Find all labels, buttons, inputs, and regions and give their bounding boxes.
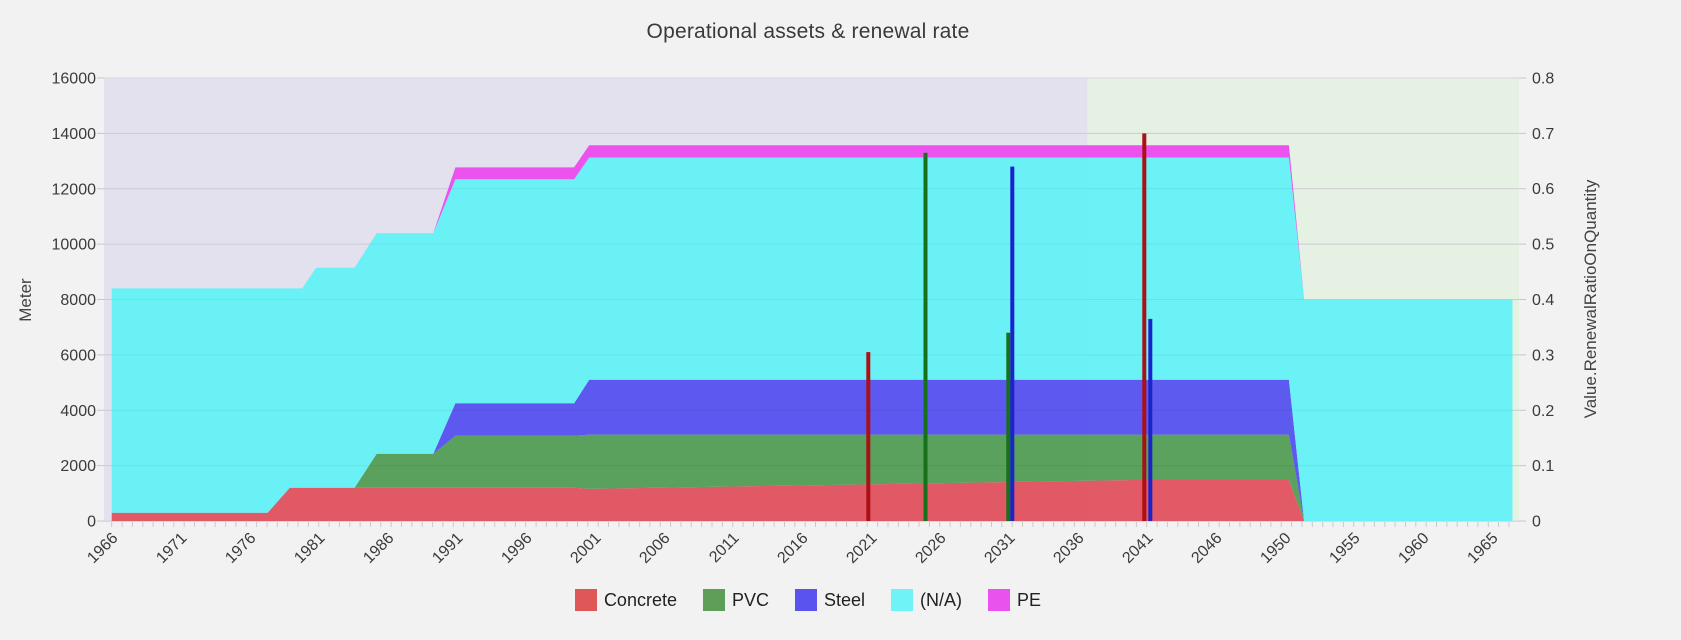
right-axis-label-0.3: 0.3	[1532, 347, 1554, 364]
chart-title: Operational assets & renewal rate	[646, 20, 970, 43]
legend-swatch	[702, 589, 725, 611]
x-axis-label-1991: 1991	[429, 530, 466, 567]
right-axis-title: Value.RenewalRatioOnQuantity	[1581, 179, 1600, 418]
left-axis-label-4000: 4000	[60, 403, 96, 420]
x-axis-label-1965: 1965	[1464, 530, 1501, 567]
x-axis-label-2011: 2011	[706, 530, 742, 566]
renewal-bar-pvc-2025	[923, 152, 928, 522]
x-axis-label-2016: 2016	[774, 530, 811, 567]
x-axis-label-2041: 2041	[1119, 530, 1156, 567]
x-axis-label-2021: 2021	[843, 530, 880, 567]
left-axis-label-10000: 10000	[52, 237, 97, 254]
renewal-bar-concrete-2041	[1142, 133, 1147, 521]
left-axis-label-2000: 2000	[60, 458, 96, 475]
right-axis-label-0.2: 0.2	[1532, 403, 1554, 420]
legend-swatch	[988, 589, 1011, 611]
legend-item-concrete[interactable]: Concrete	[574, 589, 677, 611]
right-axis-label-0.8: 0.8	[1532, 71, 1554, 88]
legend-item-na[interactable]: (N/A)	[891, 589, 962, 611]
axis-ticks	[97, 77, 1526, 527]
left-axis-label-6000: 6000	[60, 347, 96, 364]
x-axis-label-2006: 2006	[636, 530, 673, 567]
legend-label: Steel	[824, 589, 866, 610]
left-axis-label-12000: 12000	[52, 181, 97, 198]
gridline-overlay	[104, 132, 1519, 467]
right-axis-label-0.7: 0.7	[1532, 126, 1554, 143]
x-axis-label-2026: 2026	[912, 530, 949, 567]
x-axis-label-1971: 1971	[153, 530, 190, 567]
legend-swatch	[795, 589, 817, 611]
x-axis-labels: 1966 1971 1976 1981 1986 1991 1996 2001 2006 2011…	[84, 530, 1501, 567]
renewal-bar-concrete-2021	[866, 352, 871, 521]
right-axis-label-0: 0	[1532, 514, 1541, 531]
left-axis-label-14000: 14000	[52, 126, 97, 143]
x-axis-label-1950: 1950	[1257, 530, 1294, 567]
legend-item-steel[interactable]: Steel	[795, 589, 865, 611]
x-axis-label-2001: 2001	[567, 530, 604, 567]
area-na	[111, 157, 1513, 521]
left-axis-title: Meter	[16, 278, 35, 322]
right-axis-label-0.6: 0.6	[1532, 181, 1554, 198]
y-axis-labels-left: 0 2000 4000 6000 8000 10000 12000 14000 16000	[52, 71, 97, 531]
x-axis-label-1996: 1996	[498, 530, 535, 567]
left-axis-label-8000: 8000	[60, 292, 96, 309]
x-axis-label-1955: 1955	[1326, 530, 1363, 567]
right-axis-label-0.1: 0.1	[1532, 458, 1554, 475]
legend-label: (N/A)	[920, 589, 963, 610]
renewal-bar-steel-2031	[1010, 166, 1015, 521]
legend-item-pe[interactable]: PE	[988, 589, 1041, 611]
x-axis-label-1976: 1976	[222, 530, 259, 567]
right-axis-label-0.5: 0.5	[1532, 237, 1554, 254]
legend-label: Concrete	[603, 589, 677, 610]
y-axis-labels-right: 0 0.1 0.2 0.3 0.4 0.5 0.6 0.7 0.8	[1532, 71, 1554, 531]
x-axis-label-2036: 2036	[1050, 530, 1087, 567]
renewal-bars	[866, 133, 1153, 522]
renewal-bar-steel-2041	[1148, 318, 1153, 521]
x-axis-label-1966: 1966	[84, 530, 121, 567]
renewal-bar-pvc-2031	[1006, 332, 1011, 521]
legend-label: PVC	[731, 589, 769, 610]
area-steel	[111, 379, 1513, 521]
legend-label: PE	[1017, 589, 1042, 610]
x-axis-label-1981: 1981	[291, 530, 328, 567]
legend: Concrete PVC Steel (N/A) PE	[0, 589, 1616, 611]
left-axis-label-0: 0	[87, 514, 96, 531]
x-axis-label-1986: 1986	[360, 530, 397, 567]
x-axis-label-2031: 2031	[981, 530, 1018, 567]
area-concrete	[111, 480, 1513, 521]
stacked-areas	[111, 145, 1513, 521]
x-axis-label-1960: 1960	[1395, 530, 1432, 567]
legend-item-pvc[interactable]: PVC	[702, 589, 769, 611]
area-pvc	[111, 434, 1513, 521]
x-axis-label-2046: 2046	[1188, 530, 1225, 567]
legend-swatch	[574, 589, 597, 611]
legend-swatch	[891, 589, 914, 611]
left-axis-label-16000: 16000	[52, 71, 97, 88]
right-axis-label-0.4: 0.4	[1532, 292, 1554, 309]
